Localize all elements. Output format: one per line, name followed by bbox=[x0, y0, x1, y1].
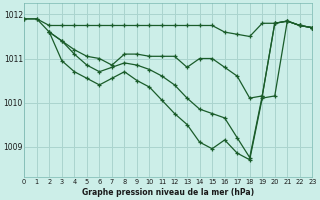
X-axis label: Graphe pression niveau de la mer (hPa): Graphe pression niveau de la mer (hPa) bbox=[82, 188, 254, 197]
